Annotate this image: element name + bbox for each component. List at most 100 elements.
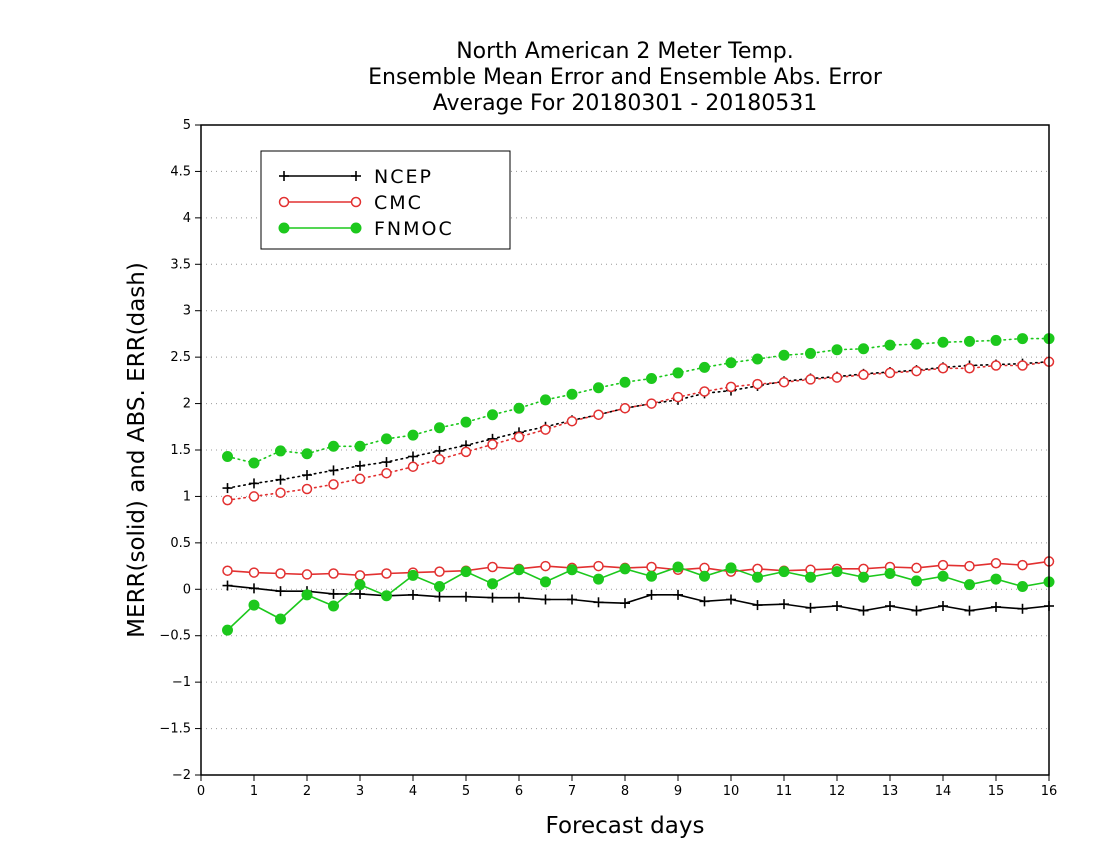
series-cmc-abs-err-point — [275, 487, 286, 498]
series-fnmoc-merr-point — [964, 579, 975, 591]
series-fnmoc-abs-err-point — [752, 353, 763, 365]
series-fnmoc-abs-err-point — [222, 451, 233, 462]
series-fnmoc-merr-point — [858, 571, 869, 583]
series-fnmoc-abs-err-point — [566, 388, 578, 400]
y-tick-label: 5 — [183, 118, 191, 133]
legend-marker-end-cmc — [350, 196, 362, 208]
series-fnmoc-merr-point — [831, 566, 843, 578]
series-fnmoc-abs-err-point — [593, 382, 604, 394]
series-cmc-merr-point — [248, 567, 260, 578]
legend-marker-start-cmc — [278, 196, 290, 208]
series-cmc-merr-point — [646, 561, 657, 573]
x-tick-label: 4 — [409, 784, 417, 799]
series-cmc-abs-err-point — [672, 391, 684, 403]
series-fnmoc-merr-point — [487, 578, 498, 590]
y-tick-label: 3 — [183, 304, 191, 319]
series-cmc-abs-err-point — [566, 415, 578, 427]
series-ncep-abs-err-point — [249, 478, 259, 489]
series-ncep — [222, 356, 1054, 616]
series-ncep-merr-point — [699, 596, 710, 607]
series-fnmoc-abs-err-point — [990, 334, 1002, 346]
series-cmc-abs-err-point — [593, 409, 604, 420]
series-cmc-abs-err-point — [248, 491, 260, 502]
series-cmc-merr-point — [222, 565, 233, 576]
x-tick-label: 10 — [723, 784, 740, 799]
series-fnmoc-merr-point — [593, 573, 604, 585]
series-fnmoc-merr-point — [301, 589, 313, 601]
series-cmc-merr-point — [301, 569, 313, 580]
series-cmc-abs-err-point — [328, 479, 339, 490]
series-fnmoc-merr-point — [699, 570, 710, 582]
series-fnmoc-merr-point — [460, 566, 472, 578]
series-cmc-merr-point — [487, 561, 498, 573]
y-tick-label: 4.5 — [170, 164, 191, 179]
y-tick-label: −2 — [172, 768, 191, 783]
y-tick-label: 1.5 — [170, 443, 191, 458]
series-fnmoc-abs-err-point — [725, 357, 737, 369]
x-tick-label: 16 — [1041, 784, 1058, 799]
series-cmc-merr-point — [593, 560, 604, 572]
series-ncep-merr-point — [832, 601, 842, 611]
series-fnmoc-abs-err-point — [831, 344, 843, 356]
series-fnmoc-merr-point — [805, 571, 816, 583]
series-fnmoc-abs-err-point — [248, 457, 260, 469]
series-fnmoc-merr-point — [513, 564, 525, 576]
series-fnmoc-abs-err-point — [513, 402, 525, 414]
series-ncep-abs-err-point — [275, 474, 286, 485]
gridlines — [201, 170, 1049, 730]
x-tick-label: 5 — [462, 784, 470, 799]
series-fnmoc-merr-point — [328, 600, 339, 612]
series-fnmoc-abs-err-point — [354, 440, 366, 452]
series-fnmoc-merr-point — [937, 570, 949, 582]
chart-title-line-2: Ensemble Mean Error and Ensemble Abs. Er… — [368, 65, 883, 90]
series-ncep-abs-err-point — [355, 460, 365, 471]
series-ncep-merr-point — [540, 594, 551, 605]
y-tick-label: −0.5 — [159, 629, 191, 644]
series-cmc-abs-err-point — [407, 461, 419, 472]
series-fnmoc-abs-err-point — [646, 373, 657, 384]
series-cmc-abs-err-point — [805, 374, 816, 385]
series-cmc-abs-err-point — [937, 363, 949, 374]
series-fnmoc-abs-err-point — [460, 416, 472, 428]
series-cmc-abs-err-point — [858, 369, 869, 381]
series-fnmoc-abs-err-point — [964, 335, 975, 347]
series-fnmoc-abs-err-point — [301, 448, 313, 460]
series-cmc-abs-err-point — [619, 402, 631, 414]
series-fnmoc-merr-point — [619, 563, 631, 575]
x-tick-label: 1 — [250, 784, 258, 799]
y-axis-title: MERR(solid) and ABS. ERR(dash) — [124, 262, 150, 638]
series-fnmoc-abs-err-point — [858, 343, 869, 355]
series-cmc-abs-err-point — [646, 398, 657, 409]
series-ncep-merr-point — [911, 605, 922, 616]
chart-title-line-3: Average For 20180301 - 20180531 — [433, 91, 818, 116]
series-ncep-merr-point — [858, 605, 869, 616]
series-cmc-abs-err-point — [434, 454, 445, 465]
legend-entry-ncep: NCEP — [279, 166, 431, 188]
series-cmc-merr-point — [540, 560, 551, 572]
series-fnmoc-abs-err-point — [778, 349, 790, 361]
series-cmc-merr-point — [1017, 559, 1028, 571]
series-fnmoc-abs-err-point — [328, 440, 339, 452]
legend-marker-start-fnmoc — [278, 222, 290, 234]
series-ncep-merr-line — [227, 584, 1050, 612]
series-ncep-merr-point — [514, 592, 524, 603]
series-cmc-merr-point — [911, 562, 922, 574]
series-ncep-merr-point — [752, 600, 763, 611]
series-fnmoc-merr-point — [434, 581, 445, 592]
series-cmc-merr-point — [434, 566, 445, 577]
series-ncep-merr-point — [487, 592, 498, 603]
y-tick-label: 2 — [183, 397, 191, 412]
series-ncep-abs-err-point — [328, 465, 339, 476]
legend-entry-cmc: CMC — [278, 192, 421, 214]
series-ncep-merr-point — [328, 588, 339, 599]
series-cmc-abs-err-line — [226, 360, 1050, 501]
series-cmc-abs-err-point — [540, 424, 551, 435]
series-cmc-merr-point — [381, 568, 392, 579]
series-cmc-merr-point — [990, 558, 1002, 569]
series-ncep-merr-point — [222, 580, 233, 591]
x-tick-label: 15 — [988, 784, 1005, 799]
series-fnmoc-abs-err-point — [699, 361, 710, 373]
x-tick-label: 3 — [356, 784, 364, 799]
series-ncep-merr-point — [593, 597, 604, 608]
x-tick-label: 6 — [515, 784, 523, 799]
